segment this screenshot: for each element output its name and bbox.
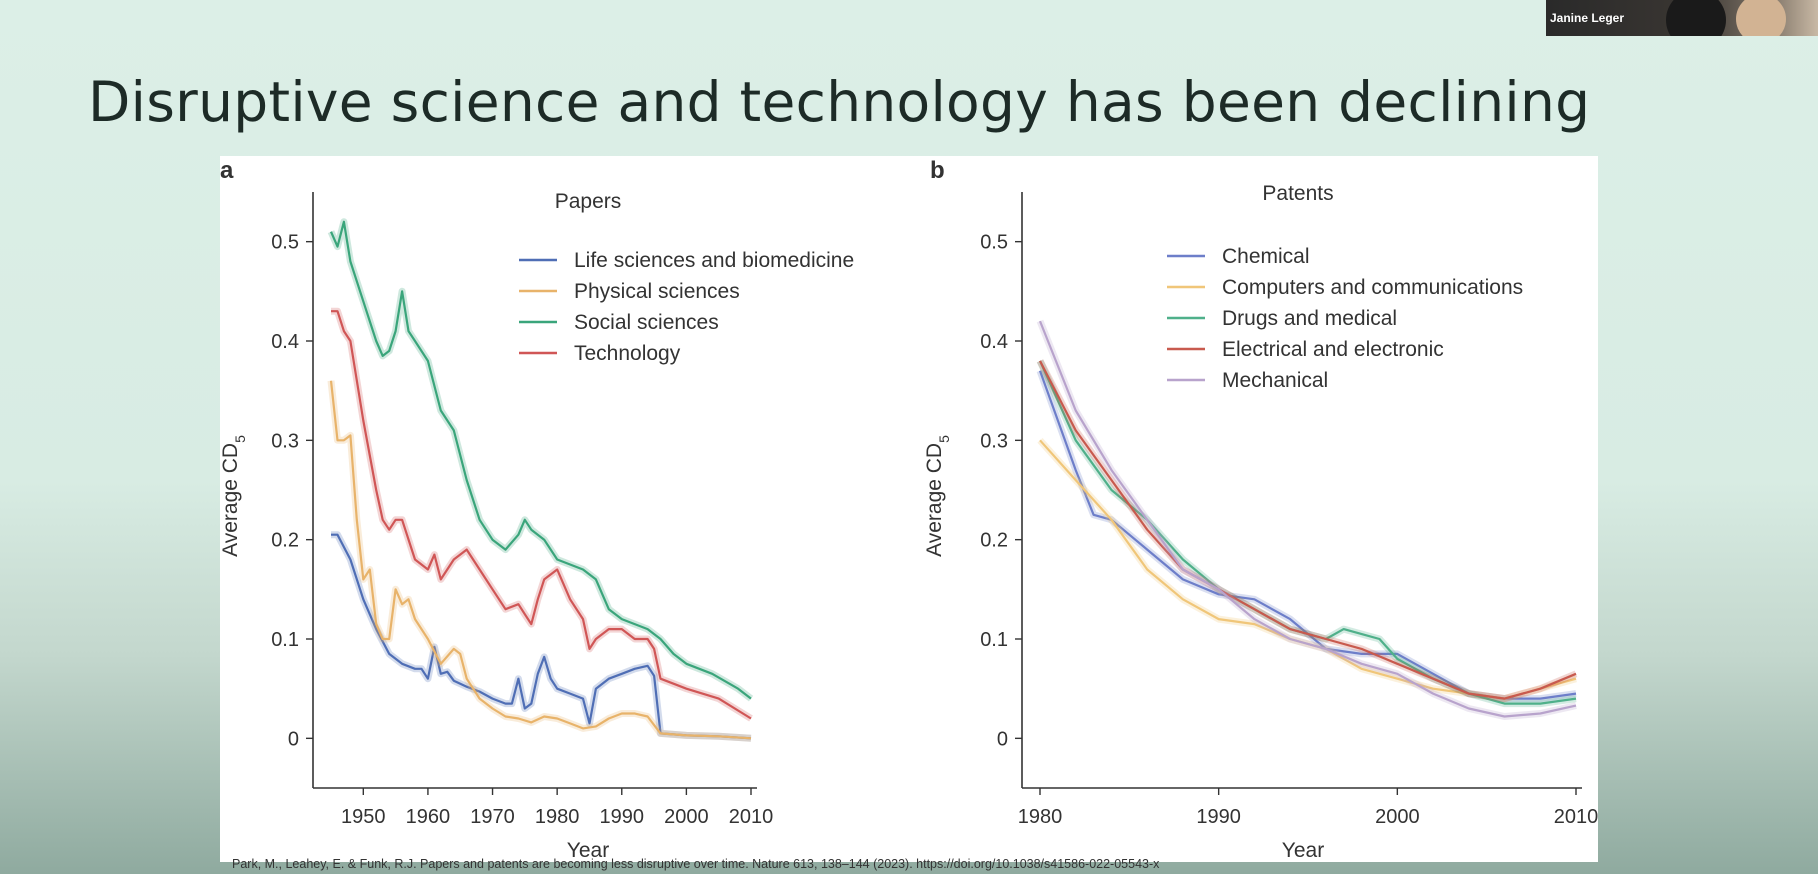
slide-title: Disruptive science and technology has be… [88,70,1591,134]
presenter-webcam: Janine Leger [1546,0,1818,36]
x-tick-label: 1950 [341,806,386,828]
legend-label: Drugs and medical [1222,307,1397,330]
series-line [331,533,752,740]
y-tick-label: 0.3 [271,430,299,452]
panel-b-ylabel: Average CD5 [923,435,952,557]
figure-panel: a Papers Year Average CD5 0 0.1 0.2 0.3 0.4 0… [220,156,1598,862]
legend-label: Computers and communications [1222,276,1523,299]
presenter-name: Janine Leger [1550,11,1625,25]
y-tick-label: 0.2 [980,530,1008,552]
series-line [329,220,752,700]
x-tick-label: 1960 [406,806,451,828]
series-line [1039,360,1577,700]
legend-label: Electrical and electronic [1222,338,1444,361]
x-tick-label: 1970 [470,806,515,828]
y-tick-label: 0 [997,728,1008,750]
citation: Park, M., Leahey, E. & Funk, R.J. Papers… [232,857,1160,871]
x-tick-label: 2000 [1375,806,1420,828]
series-line [1038,320,1577,718]
y-tick-label: 0.1 [271,629,299,651]
panel-a-xlabel: Year [567,839,609,862]
panel-b-letter: b [930,157,945,184]
panel-b-xlabel: Year [1282,839,1324,862]
legend-label: Mechanical [1222,369,1328,392]
y-tick-label: 0.1 [980,629,1008,651]
y-tick-label: 0.5 [271,232,299,254]
y-tick-label: 0.4 [980,331,1008,353]
legend-label: Chemical [1222,245,1310,268]
legend-label: Social sciences [574,311,719,334]
panel-a-plot: 0 0.1 0.2 0.3 0.4 0.5 1950 1960 1970 1980 1990 2000… [271,192,854,828]
panel-a: a Papers Year Average CD5 00.10.20.30.40… [220,157,854,862]
panel-a-letter: a [220,157,234,184]
y-tick-label: 0.3 [980,430,1008,452]
panel-b-plot: 0 0.1 0.2 0.3 0.4 0.5 1980 1990 2000 2010 Chemical… [980,192,1598,828]
y-tick-label: 0.4 [271,331,299,353]
figure-svg: a Papers Year Average CD5 00.10.20.30.40… [220,157,1598,862]
series-line [329,380,752,740]
panel-a-title: Papers [555,190,622,213]
x-tick-label: 1980 [535,806,580,828]
panel-b: b Patents Year Average CD5 0 0.1 0.2 0.3 0.4… [923,157,1598,862]
x-tick-label: 2000 [664,806,709,828]
panel-a-ylabel: Average CD5 [220,435,248,557]
legend-label: Physical sciences [574,280,740,303]
y-tick-label: 0 [288,728,299,750]
x-tick-label: 1980 [1018,806,1063,828]
x-tick-label: 2010 [729,806,774,828]
panel-b-title: Patents [1262,182,1333,205]
presenter-face [1736,0,1786,36]
presenter-silhouette [1666,0,1726,36]
series-band [331,531,752,742]
series-band [327,380,752,742]
legend-label: Technology [574,342,681,365]
x-tick-label: 1990 [600,806,645,828]
y-tick-label: 0.5 [980,232,1008,254]
x-tick-label: 2010 [1554,806,1598,828]
series-line [331,310,752,720]
x-tick-label: 1990 [1196,806,1241,828]
y-tick-label: 0.2 [271,530,299,552]
legend-label: Life sciences and biomedicine [574,249,854,272]
